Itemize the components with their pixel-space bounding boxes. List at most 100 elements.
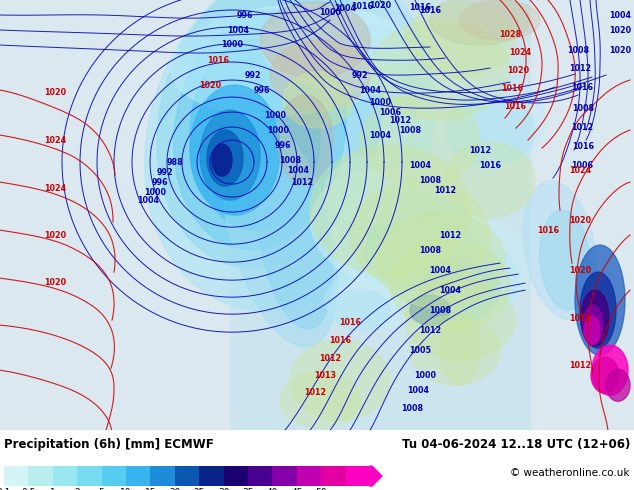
Text: 1004: 1004 <box>227 25 249 34</box>
Text: 1012: 1012 <box>569 361 591 369</box>
Bar <box>175 466 199 486</box>
Text: 996: 996 <box>254 86 270 95</box>
Polygon shape <box>360 95 480 185</box>
Polygon shape <box>157 0 383 268</box>
Polygon shape <box>223 113 337 347</box>
Text: 1004: 1004 <box>609 10 631 20</box>
Text: 1020: 1020 <box>609 46 631 54</box>
Text: 1020: 1020 <box>569 266 591 274</box>
Text: 1016: 1016 <box>571 82 593 92</box>
Text: 1024: 1024 <box>569 166 591 174</box>
Bar <box>273 466 297 486</box>
Text: 1012: 1012 <box>469 146 491 154</box>
Polygon shape <box>200 110 260 200</box>
Text: 1000: 1000 <box>267 125 289 135</box>
Text: 1000: 1000 <box>369 98 391 106</box>
Text: 30: 30 <box>218 488 230 490</box>
Text: 988: 988 <box>167 158 183 167</box>
Bar <box>346 466 370 486</box>
Text: 1005: 1005 <box>409 345 431 355</box>
Polygon shape <box>190 85 280 215</box>
Bar <box>126 466 150 486</box>
Text: 1013: 1013 <box>314 371 336 380</box>
Text: 1004: 1004 <box>369 130 391 140</box>
Text: 5: 5 <box>99 488 105 490</box>
Polygon shape <box>592 345 628 395</box>
Polygon shape <box>180 10 360 90</box>
Polygon shape <box>340 190 480 291</box>
Bar <box>0 0 230 430</box>
Polygon shape <box>207 130 243 186</box>
Text: 1000: 1000 <box>264 111 286 120</box>
Text: 1006: 1006 <box>571 161 593 170</box>
Text: 1016: 1016 <box>339 318 361 327</box>
Text: 1020: 1020 <box>609 25 631 34</box>
Polygon shape <box>540 210 590 310</box>
Text: 25: 25 <box>193 488 205 490</box>
Text: 1016: 1016 <box>207 55 229 65</box>
Text: 1008: 1008 <box>419 245 441 255</box>
Polygon shape <box>430 0 530 45</box>
Polygon shape <box>171 4 410 116</box>
Text: 45: 45 <box>291 488 302 490</box>
Text: 1004: 1004 <box>287 166 309 174</box>
Polygon shape <box>257 151 333 329</box>
Polygon shape <box>311 169 489 291</box>
Polygon shape <box>212 144 232 176</box>
Polygon shape <box>300 25 420 95</box>
Polygon shape <box>524 181 597 319</box>
Bar <box>77 466 101 486</box>
Text: 1012: 1012 <box>319 354 341 363</box>
Text: 1024: 1024 <box>44 136 66 145</box>
FancyArrow shape <box>370 466 382 486</box>
Polygon shape <box>420 260 500 320</box>
Text: 1000: 1000 <box>319 7 341 17</box>
Bar <box>530 0 634 430</box>
Text: 996: 996 <box>152 177 168 187</box>
Polygon shape <box>365 210 475 290</box>
Polygon shape <box>375 212 505 308</box>
Text: 1008: 1008 <box>567 46 589 54</box>
Text: © weatheronline.co.uk: © weatheronline.co.uk <box>510 468 630 478</box>
Text: 1000: 1000 <box>221 40 243 49</box>
Text: 40: 40 <box>267 488 278 490</box>
Polygon shape <box>606 369 630 401</box>
Text: 1020: 1020 <box>569 216 591 224</box>
Polygon shape <box>310 145 470 275</box>
Text: 1020: 1020 <box>44 88 66 97</box>
Polygon shape <box>370 215 530 325</box>
Polygon shape <box>445 95 535 165</box>
Polygon shape <box>405 2 515 78</box>
Text: 1008: 1008 <box>279 156 301 165</box>
Bar <box>248 466 273 486</box>
Polygon shape <box>581 290 609 346</box>
Text: 35: 35 <box>242 488 254 490</box>
Text: 10: 10 <box>120 488 132 490</box>
Polygon shape <box>350 180 490 290</box>
Bar <box>53 466 77 486</box>
Polygon shape <box>400 238 520 322</box>
Bar <box>230 0 530 430</box>
Text: 1016: 1016 <box>419 5 441 15</box>
Polygon shape <box>591 357 619 393</box>
Text: 1020: 1020 <box>44 231 66 240</box>
Polygon shape <box>330 290 390 330</box>
Polygon shape <box>260 2 370 78</box>
Text: 1008: 1008 <box>401 404 423 413</box>
Text: 1016: 1016 <box>329 336 351 344</box>
Text: 992: 992 <box>157 168 173 176</box>
Polygon shape <box>410 295 450 325</box>
Polygon shape <box>260 9 420 91</box>
Polygon shape <box>280 372 360 428</box>
Polygon shape <box>283 72 353 128</box>
Text: 1016: 1016 <box>569 314 591 322</box>
Text: 1004: 1004 <box>429 266 451 274</box>
Bar <box>224 466 248 486</box>
Text: 1008: 1008 <box>419 175 441 185</box>
Text: 1020: 1020 <box>369 0 391 9</box>
Polygon shape <box>445 142 535 218</box>
Text: 1012: 1012 <box>434 186 456 195</box>
Polygon shape <box>575 245 625 355</box>
Text: 1004: 1004 <box>137 196 159 205</box>
Text: 1004: 1004 <box>334 3 356 13</box>
